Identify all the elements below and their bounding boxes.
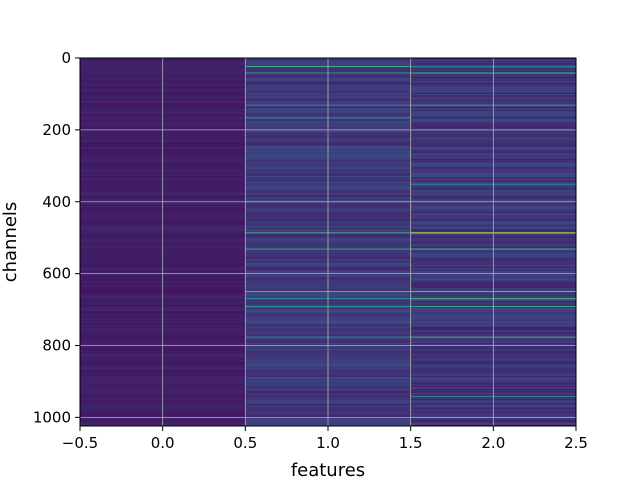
y-tick-label: 800 — [42, 337, 71, 355]
x-tick-label: −0.5 — [62, 434, 98, 452]
x-tick-label: 1.0 — [316, 434, 340, 452]
y-tick-label: 600 — [42, 265, 71, 283]
y-tick-label: 200 — [42, 121, 71, 139]
x-tick-label: 0.5 — [233, 434, 257, 452]
x-tick-label: 2.0 — [481, 434, 505, 452]
y-tick-label: 0 — [61, 49, 71, 67]
y-axis-label: channels — [0, 202, 21, 283]
x-tick-label: 2.5 — [564, 434, 588, 452]
y-tick-label: 1000 — [33, 408, 71, 426]
x-tick-label: 0.0 — [151, 434, 175, 452]
x-axis-label: features — [291, 460, 365, 480]
y-tick-label: 400 — [42, 193, 71, 211]
x-axis-ticks: −0.5 0.0 0.5 1.0 1.5 2.0 2.5 — [62, 426, 588, 452]
x-tick-label: 1.5 — [399, 434, 423, 452]
y-axis-ticks: 0 200 400 600 800 1000 — [33, 49, 80, 426]
